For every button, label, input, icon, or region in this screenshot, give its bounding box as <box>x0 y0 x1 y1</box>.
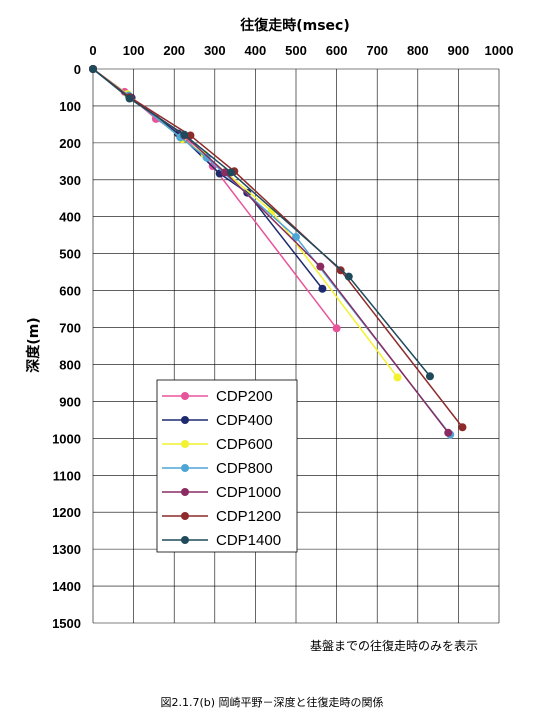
y-tick-label: 900 <box>59 394 81 409</box>
legend-item: CDP1000 <box>162 484 281 501</box>
y-tick-labels: 0 100 200 300 400 500 600 700 800 900 1000 1100 1200… <box>52 62 81 631</box>
data-point <box>425 372 434 381</box>
data-point <box>202 153 211 162</box>
x-tick-label: 400 <box>245 43 267 58</box>
data-point <box>180 130 189 139</box>
series-cdp400 <box>89 65 327 293</box>
legend-label: CDP1400 <box>216 532 281 549</box>
y-tick-label: 0 <box>74 62 81 77</box>
legend-swatch-marker <box>181 392 189 400</box>
legend-label: CDP800 <box>216 460 273 477</box>
legend-label: CDP1000 <box>216 484 281 501</box>
data-point <box>393 373 402 382</box>
legend-label: CDP200 <box>216 388 273 405</box>
y-tick-label: 600 <box>59 284 81 299</box>
data-point <box>458 423 467 432</box>
y-tick-label: 1000 <box>52 431 81 446</box>
legend-swatch-marker <box>181 440 189 448</box>
legend-label: CDP400 <box>216 412 273 429</box>
chart-note: 基盤までの往復走時のみを表示 <box>310 638 478 653</box>
data-point <box>318 284 327 293</box>
data-point <box>89 65 97 73</box>
figure-caption: 図2.1.7(b) 岡崎平野－深度と往復走時の関係 <box>160 695 383 709</box>
legend-item: CDP200 <box>162 388 273 405</box>
y-axis-title: 深度(m) <box>25 317 42 372</box>
series-cdp1200 <box>89 65 467 432</box>
legend-swatch-marker <box>181 536 189 544</box>
data-series <box>89 65 467 439</box>
legend-item: CDP800 <box>162 460 273 477</box>
legend-item: CDP400 <box>162 412 273 429</box>
y-tick-label: 700 <box>59 321 81 336</box>
y-tick-label: 400 <box>59 210 81 225</box>
series-cdp1400 <box>89 65 434 381</box>
x-tick-label: 700 <box>366 43 388 58</box>
legend-swatch-marker <box>181 488 189 496</box>
legend-item: CDP600 <box>162 436 273 453</box>
y-tick-label: 1400 <box>52 579 81 594</box>
x-axis-title: 往復走時(msec) <box>240 17 350 34</box>
y-tick-label: 1100 <box>53 468 81 483</box>
legend-label: CDP1200 <box>216 508 281 525</box>
x-tick-label: 1000 <box>485 43 514 58</box>
legend-item: CDP1200 <box>162 508 281 525</box>
data-point <box>332 324 341 333</box>
y-tick-label: 100 <box>59 99 81 114</box>
series-line <box>92 68 399 378</box>
legend-swatch-marker <box>181 464 189 472</box>
legend: CDP200 CDP400 CDP600 CDP800 CDP1000 CDP1200 CD… <box>156 379 298 553</box>
series-line <box>92 68 323 290</box>
y-tick-label: 500 <box>59 247 81 262</box>
y-tick-label: 300 <box>59 173 81 188</box>
legend-label: CDP600 <box>216 436 273 453</box>
data-point <box>292 233 300 242</box>
data-point <box>125 94 134 103</box>
x-tick-label: 300 <box>204 43 226 58</box>
legend-swatch-marker <box>181 416 189 424</box>
legend-box <box>156 379 298 553</box>
series-line <box>92 68 464 428</box>
y-tick-label: 800 <box>59 357 81 372</box>
x-tick-label: 0 <box>89 43 96 58</box>
x-tick-label: 100 <box>123 43 145 58</box>
y-tick-label: 200 <box>59 136 81 151</box>
x-tick-label: 200 <box>163 43 185 58</box>
data-point <box>316 262 325 271</box>
data-point <box>344 272 353 281</box>
data-point <box>227 168 236 177</box>
data-point <box>220 168 229 177</box>
x-tick-label: 500 <box>285 43 307 58</box>
x-tick-label: 900 <box>448 43 470 58</box>
y-tick-label: 1200 <box>52 505 81 520</box>
x-tick-label: 800 <box>407 43 429 58</box>
y-tick-label: 1500 <box>52 616 81 631</box>
series-cdp600 <box>89 65 402 382</box>
legend-swatch-marker <box>181 512 189 520</box>
x-tick-labels: 0 100 200 300 400 500 600 700 800 900 1000 <box>89 43 513 58</box>
x-tick-label: 600 <box>326 43 348 58</box>
data-point <box>444 428 453 437</box>
series-line <box>92 68 431 377</box>
y-tick-label: 1300 <box>52 542 81 557</box>
legend-item: CDP1400 <box>162 532 281 549</box>
